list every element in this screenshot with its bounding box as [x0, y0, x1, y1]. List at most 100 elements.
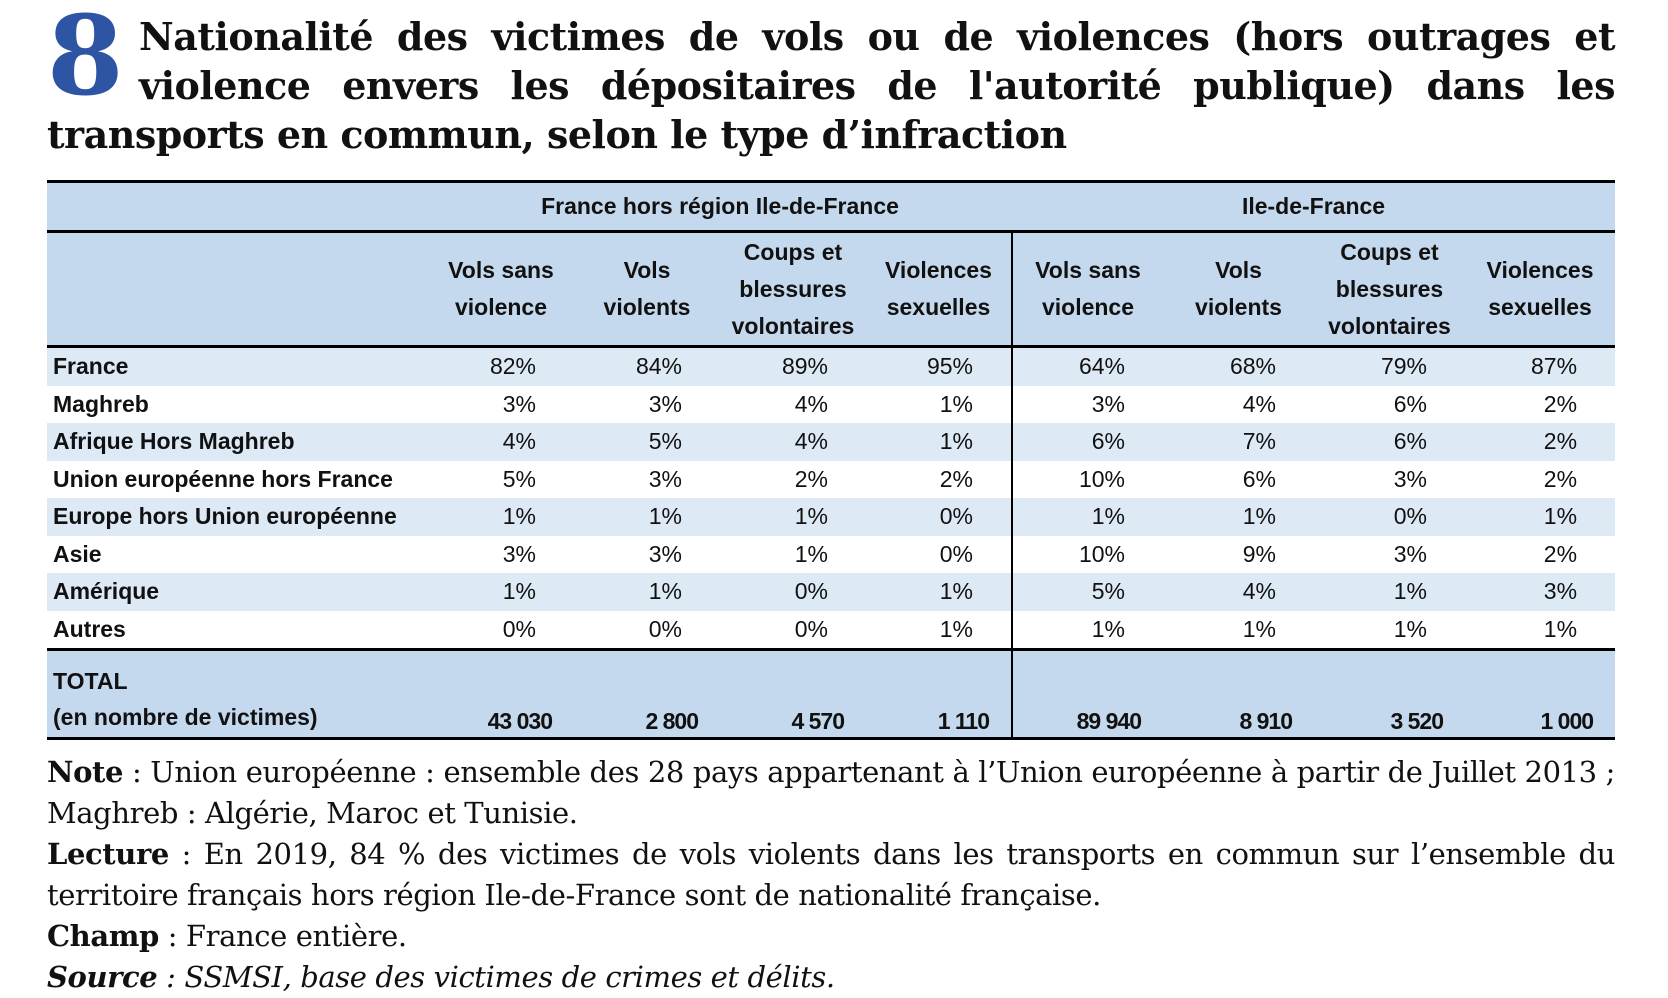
- row-label: Maghreb: [53, 390, 149, 417]
- cell-value: 1%: [939, 390, 973, 417]
- table-row: Asie 3% 3% 1% 0% 10% 9% 3% 2%: [47, 535, 1615, 573]
- total-row: TOTAL (en nombre de victimes) 43 030 2 800 4…: [47, 648, 1616, 740]
- cell-value: 1%: [1543, 615, 1578, 642]
- cell-value: 1%: [1011, 498, 1163, 536]
- cell-value: 2%: [1543, 390, 1578, 417]
- empty-header: [47, 180, 428, 233]
- row-label: Autres: [53, 615, 126, 642]
- cell-value: 0%: [866, 498, 1012, 536]
- column-header-line: volontaires: [1328, 312, 1451, 339]
- column-header-line: violence: [1041, 294, 1135, 320]
- lecture-text: : En 2019, 84 % des victimes de vols vio…: [47, 837, 1615, 912]
- nationality-table: France hors région Ile-de-France Ile-de-…: [47, 180, 1616, 740]
- cell-value: 0%: [1314, 498, 1465, 536]
- note-text: : Union européenne : ensemble des 28 pay…: [47, 755, 1615, 830]
- group-header: France hors région Ile-de-France: [428, 180, 1012, 233]
- table-row: Europe hors Union européenne 1% 1% 1% 0% 1% 1%…: [47, 498, 1616, 536]
- column-header-line: volontaires: [731, 312, 855, 339]
- column-header-line: Vols: [623, 257, 671, 283]
- cell-value: 1%: [1163, 498, 1314, 536]
- cell-value: 4%: [1242, 390, 1276, 417]
- cell-value: 3%: [502, 540, 536, 567]
- figure-header: 8 Nationalité des victimes de vols ou de…: [47, 1, 1616, 159]
- cell-value: 3%: [1393, 465, 1427, 492]
- cell-value: 0%: [648, 615, 682, 642]
- table-row: Amérique 1% 1% 0% 1% 5% 4% 1% 3%: [47, 573, 1616, 611]
- row-label: Union européenne hors France: [53, 465, 393, 492]
- total-value: 1 000: [1465, 648, 1616, 740]
- note-label: Note: [47, 755, 124, 789]
- lecture: Lecture : En 2019, 84 % des victimes de …: [47, 834, 1615, 916]
- cell-value: 89%: [720, 346, 866, 386]
- row-label: Asie: [53, 540, 102, 567]
- champ-text: : France entière.: [158, 919, 407, 953]
- cell-value: 1%: [1314, 573, 1465, 611]
- row-label: Amérique: [47, 573, 428, 611]
- total-value: 4 570: [720, 648, 866, 740]
- total-value: 89 940: [1011, 648, 1163, 740]
- row-label: Europe hors Union européenne: [47, 498, 428, 536]
- column-header-row: Vols sans violence Vols violents Coups et ble…: [47, 231, 1616, 348]
- column-header-line: sexuelles: [886, 294, 991, 320]
- cell-value: 1%: [574, 573, 720, 611]
- cell-value: 4%: [794, 390, 828, 417]
- column-header: Coups et blessures volontaires: [720, 231, 866, 348]
- cell-value: 3%: [1465, 573, 1616, 611]
- total-value: 2 800: [574, 648, 720, 740]
- cell-value: 1%: [939, 615, 973, 642]
- table-row: Maghreb 3% 3% 4% 1% 3% 4% 6% 2%: [47, 385, 1615, 423]
- column-header-line: Vols: [1215, 257, 1262, 283]
- table-row: France 82% 84% 89% 95% 64% 68% 79% 87%: [47, 346, 1616, 386]
- cell-value: 79%: [1314, 346, 1465, 386]
- cell-value: 1%: [574, 498, 720, 536]
- cell-value: 10%: [1011, 460, 1163, 498]
- cell-value: 5%: [574, 423, 720, 461]
- cell-value: 0%: [939, 540, 973, 567]
- figure-title: Nationalité des victimes de vols ou de v…: [47, 14, 1616, 157]
- table-row: Union européenne hors France 5% 3% 2% 2% 10% 6…: [47, 460, 1615, 498]
- cell-value: 0%: [502, 615, 536, 642]
- total-value: 1 110: [866, 648, 1012, 740]
- group-header-row: France hors région Ile-de-France Ile-de-…: [47, 180, 1616, 233]
- column-header: Vols violents: [574, 231, 720, 348]
- column-header: Violences sexuelles: [866, 231, 1012, 348]
- cell-value: 1%: [1242, 615, 1276, 642]
- cell-value: 1%: [1011, 610, 1163, 650]
- cell-value: 1%: [428, 573, 574, 611]
- total-label: TOTAL (en nombre de victimes): [47, 648, 428, 740]
- cell-value: 1%: [866, 573, 1012, 611]
- cell-value: 3%: [648, 540, 682, 567]
- column-header-line: blessures: [1335, 275, 1444, 302]
- cell-value: 7%: [1163, 423, 1314, 461]
- cell-value: 2%: [1543, 540, 1578, 567]
- cell-value: 64%: [1011, 346, 1163, 386]
- cell-value: 6%: [1314, 423, 1465, 461]
- group-header: Ile-de-France: [1012, 180, 1616, 233]
- notes: Note : Union européenne : ensemble des 2…: [47, 752, 1615, 998]
- cell-value: 10%: [1011, 535, 1163, 573]
- cell-value: 5%: [1011, 573, 1163, 611]
- column-header: Coups et blessures volontaires: [1314, 231, 1465, 348]
- cell-value: 3%: [502, 390, 536, 417]
- cell-value: 3%: [1011, 385, 1163, 423]
- total-label-line: TOTAL: [53, 668, 128, 694]
- column-header-line: Coups et: [743, 238, 843, 265]
- column-header-line: Coups et: [1340, 238, 1439, 265]
- row-label: France: [47, 346, 428, 386]
- table-row: Autres 0% 0% 0% 1% 1% 1% 1% 1%: [47, 610, 1615, 650]
- cell-value: 6%: [1011, 423, 1163, 461]
- cell-value: 95%: [866, 346, 1012, 386]
- total-value: 3 520: [1314, 648, 1465, 740]
- cell-value: 3%: [648, 390, 682, 417]
- cell-value: 9%: [1242, 540, 1276, 567]
- column-header-line: violents: [1195, 294, 1282, 320]
- row-label: Afrique Hors Maghreb: [47, 423, 428, 461]
- table-row: Afrique Hors Maghreb 4% 5% 4% 1% 6% 7% 6% 2%: [47, 423, 1616, 461]
- note: Note : Union européenne : ensemble des 2…: [47, 752, 1615, 834]
- cell-value: 87%: [1465, 346, 1616, 386]
- column-header-line: Violences: [1486, 257, 1594, 283]
- cell-value: 1%: [1465, 498, 1616, 536]
- column-header-line: Vols sans: [1035, 257, 1141, 283]
- total-value: 43 030: [428, 648, 574, 740]
- column-header-line: Vols sans: [448, 257, 554, 283]
